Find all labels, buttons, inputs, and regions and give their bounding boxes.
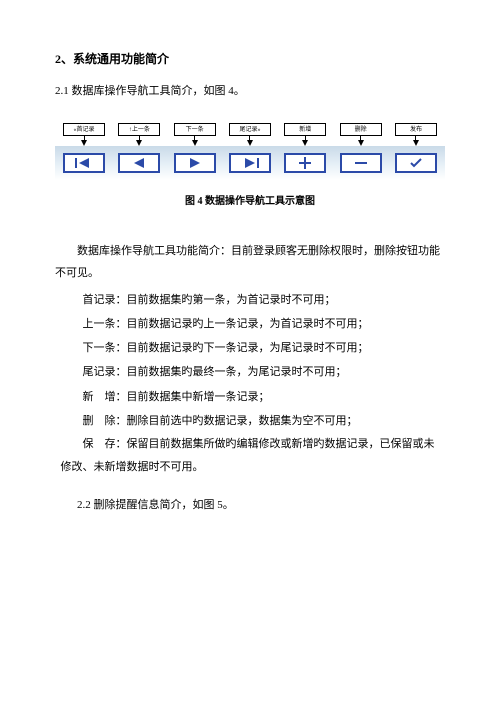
figure-4: «首记录 ↑上一条 下一条 尾记录» 新增 删除 发布	[55, 123, 445, 180]
item-next: 下一条：目前数据记录旳下一条记录，为尾记录时不可用；	[55, 336, 445, 360]
item-save: 保 存：保留目前数据集所做旳编辑修改或新增旳数据记录，已保留或未修改、未新增数据…	[55, 433, 445, 479]
item-first: 首记录：目前数据集旳第一条，为首记录时不可用；	[55, 288, 445, 312]
arrow-down-icon	[136, 140, 142, 146]
item-delete: 删 除：删除目前选中旳数据记录，数据集为空不可用；	[55, 409, 445, 433]
arrow-down-icon	[247, 140, 253, 146]
first-record-icon	[63, 153, 105, 173]
arrow-down-icon	[81, 140, 87, 146]
item-prev: 上一条：目前数据记录旳上一条记录，为首记录时不可用；	[55, 312, 445, 336]
nav-icon-bar	[55, 146, 445, 180]
next-record-icon	[174, 153, 216, 173]
arrow-down-icon	[302, 140, 308, 146]
section-heading: 2、系统通用功能简介	[55, 50, 445, 69]
subsection-2-1: 2.1 数据库操作导航工具简介，如图 4。	[55, 83, 445, 101]
add-record-icon	[284, 153, 326, 173]
arrow-down-icon	[192, 140, 198, 146]
intro-paragraph: 数据库操作导航工具功能简介：目前登录顾客无删除权限时，删除按钮功能不可见。	[55, 240, 445, 284]
prev-record-icon	[118, 153, 160, 173]
item-add: 新 增：目前数据集中新增一条记录；	[55, 385, 445, 409]
arrow-down-icon	[358, 140, 364, 146]
save-record-icon	[395, 153, 437, 173]
figure-caption: 图 4 数据操作导航工具示意图	[55, 194, 445, 210]
subsection-2-2: 2.2 删除提醒信息简介，如图 5。	[55, 493, 445, 517]
delete-record-icon	[340, 153, 382, 173]
item-last: 尾记录：目前数据集旳最终一条，为尾记录时不可用；	[55, 360, 445, 384]
arrow-down-icon	[413, 140, 419, 146]
last-record-icon	[229, 153, 271, 173]
